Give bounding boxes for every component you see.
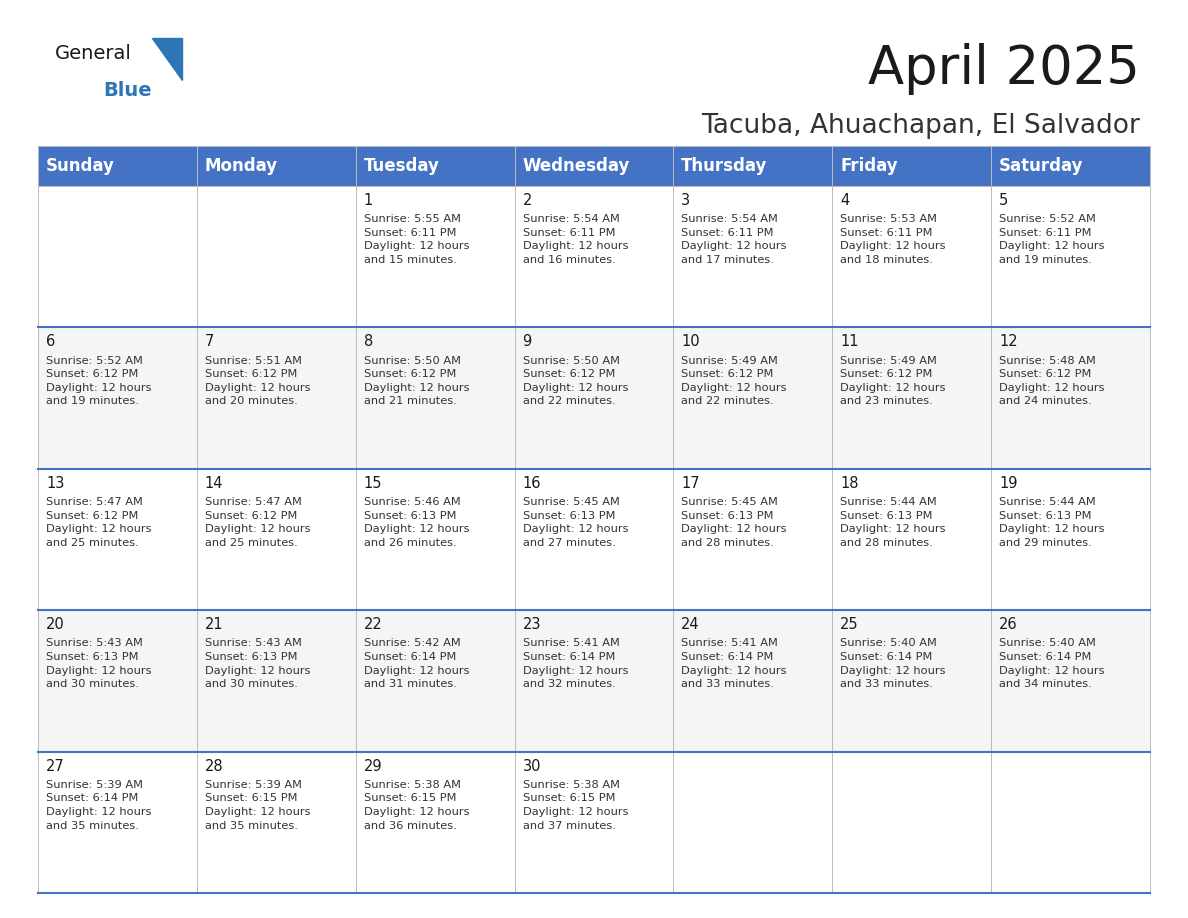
Text: Sunrise: 5:46 AM
Sunset: 6:13 PM
Daylight: 12 hours
and 26 minutes.: Sunrise: 5:46 AM Sunset: 6:13 PM Dayligh…: [364, 497, 469, 548]
Text: Sunrise: 5:54 AM
Sunset: 6:11 PM
Daylight: 12 hours
and 17 minutes.: Sunrise: 5:54 AM Sunset: 6:11 PM Dayligh…: [682, 214, 786, 265]
Polygon shape: [152, 38, 182, 80]
Text: 8: 8: [364, 334, 373, 350]
Text: Sunrise: 5:43 AM
Sunset: 6:13 PM
Daylight: 12 hours
and 30 minutes.: Sunrise: 5:43 AM Sunset: 6:13 PM Dayligh…: [46, 639, 151, 689]
Bar: [991, 146, 1150, 186]
Text: Sunrise: 5:40 AM
Sunset: 6:14 PM
Daylight: 12 hours
and 34 minutes.: Sunrise: 5:40 AM Sunset: 6:14 PM Dayligh…: [999, 639, 1105, 689]
Text: Tacuba, Ahuachapan, El Salvador: Tacuba, Ahuachapan, El Salvador: [701, 113, 1140, 139]
Bar: [833, 146, 991, 186]
Text: Sunrise: 5:54 AM
Sunset: 6:11 PM
Daylight: 12 hours
and 16 minutes.: Sunrise: 5:54 AM Sunset: 6:11 PM Dayligh…: [523, 214, 628, 265]
Text: Tuesday: Tuesday: [364, 157, 440, 175]
Text: Sunday: Sunday: [46, 157, 115, 175]
Text: Sunrise: 5:40 AM
Sunset: 6:14 PM
Daylight: 12 hours
and 33 minutes.: Sunrise: 5:40 AM Sunset: 6:14 PM Dayligh…: [840, 639, 946, 689]
Text: Sunrise: 5:41 AM
Sunset: 6:14 PM
Daylight: 12 hours
and 32 minutes.: Sunrise: 5:41 AM Sunset: 6:14 PM Dayligh…: [523, 639, 628, 689]
Text: 19: 19: [999, 476, 1018, 491]
Text: 5: 5: [999, 193, 1009, 208]
Text: 9: 9: [523, 334, 532, 350]
Text: 10: 10: [682, 334, 700, 350]
Text: Saturday: Saturday: [999, 157, 1083, 175]
Text: 18: 18: [840, 476, 859, 491]
Text: Sunrise: 5:45 AM
Sunset: 6:13 PM
Daylight: 12 hours
and 27 minutes.: Sunrise: 5:45 AM Sunset: 6:13 PM Dayligh…: [523, 497, 628, 548]
Bar: [38, 752, 1150, 893]
Text: Wednesday: Wednesday: [523, 157, 630, 175]
Text: Sunrise: 5:39 AM
Sunset: 6:14 PM
Daylight: 12 hours
and 35 minutes.: Sunrise: 5:39 AM Sunset: 6:14 PM Dayligh…: [46, 780, 151, 831]
Text: 15: 15: [364, 476, 383, 491]
Text: 25: 25: [840, 617, 859, 633]
Text: Sunrise: 5:43 AM
Sunset: 6:13 PM
Daylight: 12 hours
and 30 minutes.: Sunrise: 5:43 AM Sunset: 6:13 PM Dayligh…: [204, 639, 310, 689]
Text: 16: 16: [523, 476, 541, 491]
Text: Sunrise: 5:55 AM
Sunset: 6:11 PM
Daylight: 12 hours
and 15 minutes.: Sunrise: 5:55 AM Sunset: 6:11 PM Dayligh…: [364, 214, 469, 265]
Text: Sunrise: 5:50 AM
Sunset: 6:12 PM
Daylight: 12 hours
and 21 minutes.: Sunrise: 5:50 AM Sunset: 6:12 PM Dayligh…: [364, 355, 469, 407]
Bar: [38, 328, 1150, 469]
Text: Sunrise: 5:44 AM
Sunset: 6:13 PM
Daylight: 12 hours
and 29 minutes.: Sunrise: 5:44 AM Sunset: 6:13 PM Dayligh…: [999, 497, 1105, 548]
Bar: [355, 146, 514, 186]
Text: 26: 26: [999, 617, 1018, 633]
Text: Thursday: Thursday: [682, 157, 767, 175]
Text: 20: 20: [46, 617, 64, 633]
Text: Sunrise: 5:48 AM
Sunset: 6:12 PM
Daylight: 12 hours
and 24 minutes.: Sunrise: 5:48 AM Sunset: 6:12 PM Dayligh…: [999, 355, 1105, 407]
Text: Sunrise: 5:52 AM
Sunset: 6:11 PM
Daylight: 12 hours
and 19 minutes.: Sunrise: 5:52 AM Sunset: 6:11 PM Dayligh…: [999, 214, 1105, 265]
Bar: [38, 469, 1150, 610]
Text: Blue: Blue: [103, 81, 152, 100]
Text: 13: 13: [46, 476, 64, 491]
Text: Sunrise: 5:38 AM
Sunset: 6:15 PM
Daylight: 12 hours
and 36 minutes.: Sunrise: 5:38 AM Sunset: 6:15 PM Dayligh…: [364, 780, 469, 831]
Text: 24: 24: [682, 617, 700, 633]
Text: Sunrise: 5:53 AM
Sunset: 6:11 PM
Daylight: 12 hours
and 18 minutes.: Sunrise: 5:53 AM Sunset: 6:11 PM Dayligh…: [840, 214, 946, 265]
Text: Sunrise: 5:49 AM
Sunset: 6:12 PM
Daylight: 12 hours
and 23 minutes.: Sunrise: 5:49 AM Sunset: 6:12 PM Dayligh…: [840, 355, 946, 407]
Text: Sunrise: 5:50 AM
Sunset: 6:12 PM
Daylight: 12 hours
and 22 minutes.: Sunrise: 5:50 AM Sunset: 6:12 PM Dayligh…: [523, 355, 628, 407]
Text: 29: 29: [364, 758, 383, 774]
Text: 21: 21: [204, 617, 223, 633]
Text: 23: 23: [523, 617, 541, 633]
Bar: [197, 146, 355, 186]
Text: 3: 3: [682, 193, 690, 208]
Text: 30: 30: [523, 758, 541, 774]
Text: 11: 11: [840, 334, 859, 350]
Bar: [514, 146, 674, 186]
Text: Friday: Friday: [840, 157, 898, 175]
Text: Sunrise: 5:41 AM
Sunset: 6:14 PM
Daylight: 12 hours
and 33 minutes.: Sunrise: 5:41 AM Sunset: 6:14 PM Dayligh…: [682, 639, 786, 689]
Text: Sunrise: 5:39 AM
Sunset: 6:15 PM
Daylight: 12 hours
and 35 minutes.: Sunrise: 5:39 AM Sunset: 6:15 PM Dayligh…: [204, 780, 310, 831]
Text: Sunrise: 5:38 AM
Sunset: 6:15 PM
Daylight: 12 hours
and 37 minutes.: Sunrise: 5:38 AM Sunset: 6:15 PM Dayligh…: [523, 780, 628, 831]
Text: April 2025: April 2025: [868, 43, 1140, 95]
Bar: [38, 186, 1150, 328]
Text: Sunrise: 5:44 AM
Sunset: 6:13 PM
Daylight: 12 hours
and 28 minutes.: Sunrise: 5:44 AM Sunset: 6:13 PM Dayligh…: [840, 497, 946, 548]
Text: Monday: Monday: [204, 157, 278, 175]
Text: 27: 27: [46, 758, 64, 774]
Text: 17: 17: [682, 476, 700, 491]
Text: Sunrise: 5:47 AM
Sunset: 6:12 PM
Daylight: 12 hours
and 25 minutes.: Sunrise: 5:47 AM Sunset: 6:12 PM Dayligh…: [204, 497, 310, 548]
Text: 28: 28: [204, 758, 223, 774]
Text: 22: 22: [364, 617, 383, 633]
Text: 2: 2: [523, 193, 532, 208]
Bar: [38, 610, 1150, 752]
Text: 7: 7: [204, 334, 214, 350]
Text: 14: 14: [204, 476, 223, 491]
Text: Sunrise: 5:42 AM
Sunset: 6:14 PM
Daylight: 12 hours
and 31 minutes.: Sunrise: 5:42 AM Sunset: 6:14 PM Dayligh…: [364, 639, 469, 689]
Text: Sunrise: 5:52 AM
Sunset: 6:12 PM
Daylight: 12 hours
and 19 minutes.: Sunrise: 5:52 AM Sunset: 6:12 PM Dayligh…: [46, 355, 151, 407]
Text: Sunrise: 5:45 AM
Sunset: 6:13 PM
Daylight: 12 hours
and 28 minutes.: Sunrise: 5:45 AM Sunset: 6:13 PM Dayligh…: [682, 497, 786, 548]
Bar: [674, 146, 833, 186]
Text: Sunrise: 5:47 AM
Sunset: 6:12 PM
Daylight: 12 hours
and 25 minutes.: Sunrise: 5:47 AM Sunset: 6:12 PM Dayligh…: [46, 497, 151, 548]
Text: General: General: [55, 44, 132, 63]
Text: 1: 1: [364, 193, 373, 208]
Text: Sunrise: 5:51 AM
Sunset: 6:12 PM
Daylight: 12 hours
and 20 minutes.: Sunrise: 5:51 AM Sunset: 6:12 PM Dayligh…: [204, 355, 310, 407]
Text: Sunrise: 5:49 AM
Sunset: 6:12 PM
Daylight: 12 hours
and 22 minutes.: Sunrise: 5:49 AM Sunset: 6:12 PM Dayligh…: [682, 355, 786, 407]
Text: 12: 12: [999, 334, 1018, 350]
Bar: [38, 146, 197, 186]
Text: 6: 6: [46, 334, 55, 350]
Text: 4: 4: [840, 193, 849, 208]
